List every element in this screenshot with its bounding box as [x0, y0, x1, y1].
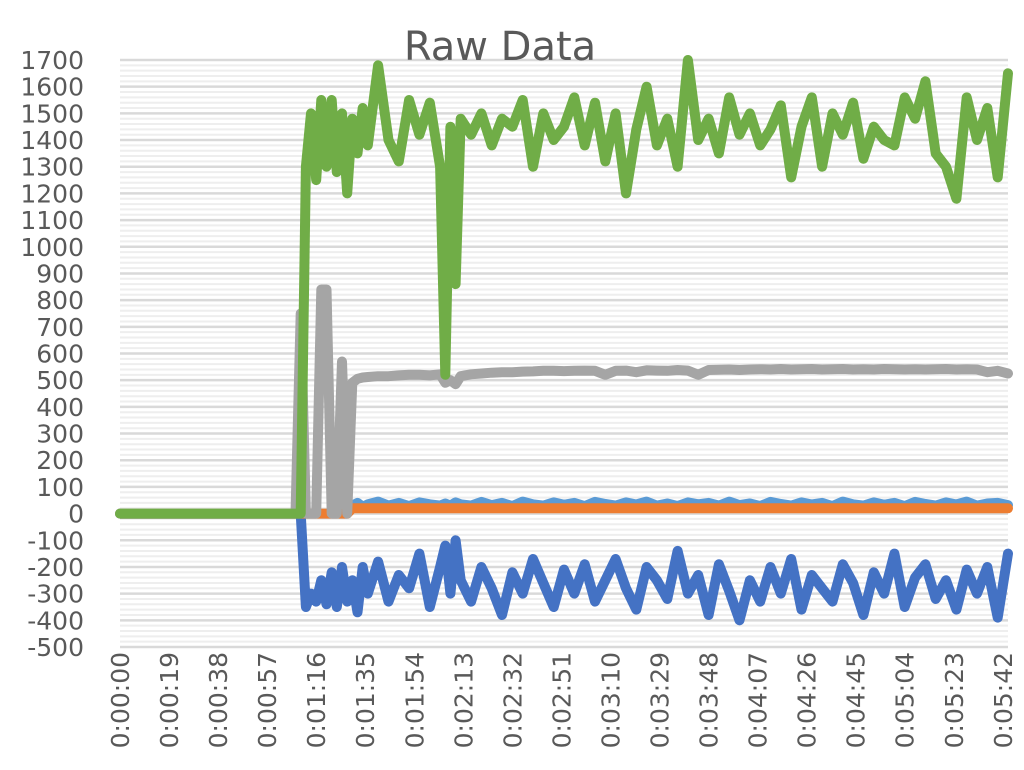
y-tick-label: 400: [36, 393, 84, 422]
x-tick-label: 0:02:13: [449, 652, 478, 748]
x-tick-label: 0:03:10: [596, 652, 625, 748]
series-line-4: [115, 55, 1013, 519]
y-tick-label: 300: [36, 420, 84, 449]
y-tick-label: 700: [36, 313, 84, 342]
y-tick-label: 1600: [20, 73, 84, 102]
y-tick-label: 1400: [20, 126, 84, 155]
x-tick-label: 0:05:04: [891, 652, 920, 748]
x-tick-label: 0:03:29: [646, 652, 675, 748]
x-tick-label: 0:02:51: [547, 652, 576, 748]
x-tick-label: 0:01:35: [351, 652, 380, 748]
y-tick-label: 100: [36, 473, 84, 502]
y-tick-label: 600: [36, 340, 84, 369]
x-tick-label: 0:01:16: [302, 652, 331, 748]
x-tick-label: 0:04:07: [744, 652, 773, 748]
x-tick-label: 0:05:42: [989, 652, 1018, 748]
x-tick-label: 0:01:54: [400, 652, 429, 748]
x-tick-label: 0:03:48: [695, 652, 724, 748]
y-tick-label: 500: [36, 366, 84, 395]
y-tick-label: 1000: [20, 233, 84, 262]
x-tick-label: 0:02:32: [498, 652, 527, 748]
y-tick-label: -300: [27, 580, 84, 609]
y-tick-label: -200: [27, 553, 84, 582]
x-tick-label: 0:00:00: [106, 652, 135, 748]
x-tick-label: 0:05:23: [940, 652, 969, 748]
y-tick-label: -500: [27, 633, 84, 662]
gridlines: [120, 58, 1008, 649]
y-tick-label: 1200: [20, 179, 84, 208]
x-tick-label: 0:00:19: [155, 652, 184, 748]
y-axis-tick-labels: 1700160015001400130012001100100090080070…: [20, 46, 84, 662]
y-tick-label: 1700: [20, 46, 84, 75]
y-tick-label: -400: [27, 606, 84, 635]
y-tick-label: 1100: [20, 206, 84, 235]
y-tick-label: -100: [27, 526, 84, 555]
y-tick-label: 1500: [20, 99, 84, 128]
y-tick-label: 1300: [20, 153, 84, 182]
x-tick-label: 0:00:38: [204, 652, 233, 748]
x-axis-tick-labels: 0:00:00 0:00:19 0:00:38 0:00:57 0:01:16 0:01:…: [106, 652, 1018, 748]
series-lines: [115, 55, 1013, 626]
x-tick-label: 0:00:57: [253, 652, 282, 748]
x-tick-label: 0:04:26: [793, 652, 822, 748]
x-tick-label: 0:04:45: [842, 652, 871, 748]
y-tick-label: 200: [36, 446, 84, 475]
y-tick-label: 0: [68, 500, 84, 529]
chart-title: Raw Data: [404, 24, 596, 70]
y-tick-label: 800: [36, 286, 84, 315]
y-tick-label: 900: [36, 259, 84, 288]
